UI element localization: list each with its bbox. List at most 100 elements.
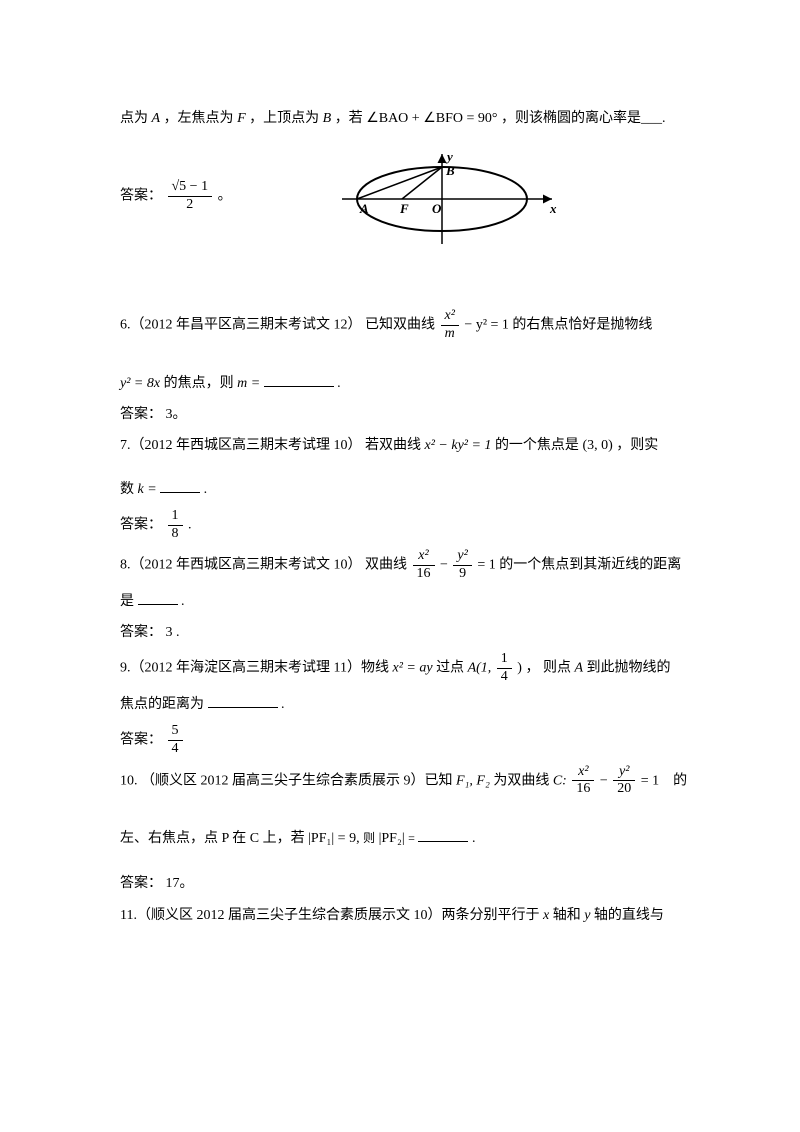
numerator: 1 — [168, 508, 183, 526]
text: ，则该椭圆的离心率是___. — [501, 111, 666, 126]
pt-a: A(1, — [468, 661, 492, 676]
text: ，左焦点为 — [164, 111, 234, 126]
numerator: √5 − 1 — [168, 179, 213, 197]
label-A: A — [359, 201, 369, 216]
pf2: |PF₂| — [379, 831, 405, 846]
text: 的一个焦点到其渐近线的距离 — [499, 558, 681, 573]
problem-6-line1: 6.（2012 年昌平区高三期末考试文 12） 已知双曲线 x² m − y² … — [120, 308, 700, 343]
text: 的一个焦点是 — [495, 438, 579, 453]
denominator: 4 — [497, 669, 512, 686]
blank — [264, 372, 334, 387]
answer-5: 答案： √5 − 1 2 。 — [120, 179, 232, 214]
text: 左、右焦点，点 P 在 C 上，若 — [120, 831, 305, 846]
problem-10-line1: 10. （顺义区 2012 届高三尖子生综合素质展示 9）已知 F₁, F₂ 为… — [120, 764, 700, 799]
text: 是 — [120, 594, 134, 609]
answer-6: 答案： 3。 — [120, 402, 700, 427]
text: 的右焦点恰好是抛物线 — [512, 318, 652, 333]
text: 7.（2012 年西城区高三期末考试理 10） 若双曲线 — [120, 438, 425, 453]
label-B: B — [445, 163, 455, 178]
problem-7-line1: 7.（2012 年西城区高三期末考试理 10） 若双曲线 x² − ky² = … — [120, 433, 700, 458]
text: 6.（2012 年昌平区高三期末考试文 12） 已知双曲线 — [120, 318, 435, 333]
text: 为双曲线 — [493, 773, 549, 788]
answer-label: 答案： — [120, 189, 162, 204]
denominator: 4 — [168, 741, 183, 758]
text: 的焦点，则 — [164, 376, 234, 391]
var-y: y — [584, 908, 590, 923]
text: 轴和 — [553, 908, 581, 923]
problem-9-line1: 9.（2012 年海淀区高三期末考试理 11）物线 x² = ay 过点 A(1… — [120, 651, 700, 686]
line-FB — [402, 167, 442, 199]
text: 过点 — [436, 661, 464, 676]
text: 11.（顺义区 2012 届高三尖子生综合素质展示文 10）两条分别平行于 — [120, 908, 539, 923]
answer-10: 答案： 17。 — [120, 871, 700, 896]
blank — [208, 693, 278, 708]
answer-8: 答案： 3 . — [120, 620, 700, 645]
var-k: k = — [138, 482, 157, 497]
text: ，若 — [335, 111, 363, 126]
var-m: m = — [237, 376, 260, 391]
denominator: 20 — [613, 781, 635, 798]
text: 。 — [218, 189, 232, 204]
text: . — [337, 376, 341, 391]
text: ，则实 — [616, 438, 658, 453]
problem-9-line2: 焦点的距离为 . — [120, 692, 700, 717]
label-x: x — [549, 201, 557, 216]
numerator: y² — [613, 764, 635, 782]
answer-label: 答案： — [120, 733, 162, 748]
var-x: x — [543, 908, 549, 923]
minus: − — [600, 773, 608, 788]
label-O: O — [432, 201, 442, 216]
answer-7: 答案： 1 8 . — [120, 508, 700, 543]
answer-label: 答案： — [120, 517, 162, 532]
answer-5-row: 答案： √5 − 1 2 。 y x B A — [120, 159, 700, 258]
numerator: x² — [572, 764, 594, 782]
text: 8.（2012 年西城区高三期末考试文 10） 双曲线 — [120, 558, 407, 573]
text: . — [281, 697, 285, 712]
numerator: x² — [441, 308, 459, 326]
pf1: |PF₁| = 9, — [308, 831, 359, 846]
fraction: 5 4 — [168, 723, 183, 758]
eq: x² − ky² = 1 — [425, 438, 492, 453]
numerator: 1 — [497, 651, 512, 669]
text: 数 — [120, 482, 134, 497]
var-A: A — [152, 111, 161, 126]
answer-9: 答案： 5 4 — [120, 723, 700, 758]
text: 到此抛物线的 — [587, 661, 671, 676]
text: 的 — [673, 773, 687, 788]
blank — [160, 478, 200, 493]
fraction: 1 4 — [497, 651, 512, 686]
answer-value: 3。 — [166, 407, 187, 422]
answer-label: 答案： — [120, 407, 162, 422]
problem-11-line1: 11.（顺义区 2012 届高三尖子生综合素质展示文 10）两条分别平行于 x … — [120, 903, 700, 928]
text: . — [204, 482, 208, 497]
fraction: 1 8 — [168, 508, 183, 543]
pt-b: ) — [517, 661, 522, 676]
problem-8-line2: 是 . — [120, 589, 700, 614]
numerator: 5 — [168, 723, 183, 741]
denominator: m — [441, 326, 459, 343]
fraction: y² 20 — [613, 764, 635, 799]
answer-label: 答案： — [120, 876, 162, 891]
text: 9.（2012 年海淀区高三期末考试理 11）物线 — [120, 661, 389, 676]
denominator: 2 — [168, 197, 213, 214]
eq: = — [408, 831, 415, 845]
eq: y² = 8x — [120, 376, 160, 391]
point: (3, 0) — [582, 438, 612, 453]
text: 轴的直线与 — [594, 908, 664, 923]
numerator: y² — [453, 548, 471, 566]
text: 点为 — [120, 111, 148, 126]
text: 则 — [363, 831, 375, 845]
fraction: √5 − 1 2 — [168, 179, 213, 214]
text: ，上顶点为 — [249, 111, 319, 126]
denominator: 9 — [453, 566, 471, 583]
ellipse-diagram: y x B A F O — [342, 149, 562, 258]
fraction: y² 9 — [453, 548, 471, 583]
text: . — [181, 594, 185, 609]
problem-7-line2: 数 k = . — [120, 477, 700, 502]
C: C: — [553, 773, 567, 788]
text: . — [188, 517, 192, 532]
problem-8-line1: 8.（2012 年西城区高三期末考试文 10） 双曲线 x² 16 − y² 9… — [120, 548, 700, 583]
eq: − y² = 1 — [464, 318, 509, 333]
denominator: 16 — [572, 781, 594, 798]
f1f2: F₁, F₂ — [456, 773, 490, 788]
